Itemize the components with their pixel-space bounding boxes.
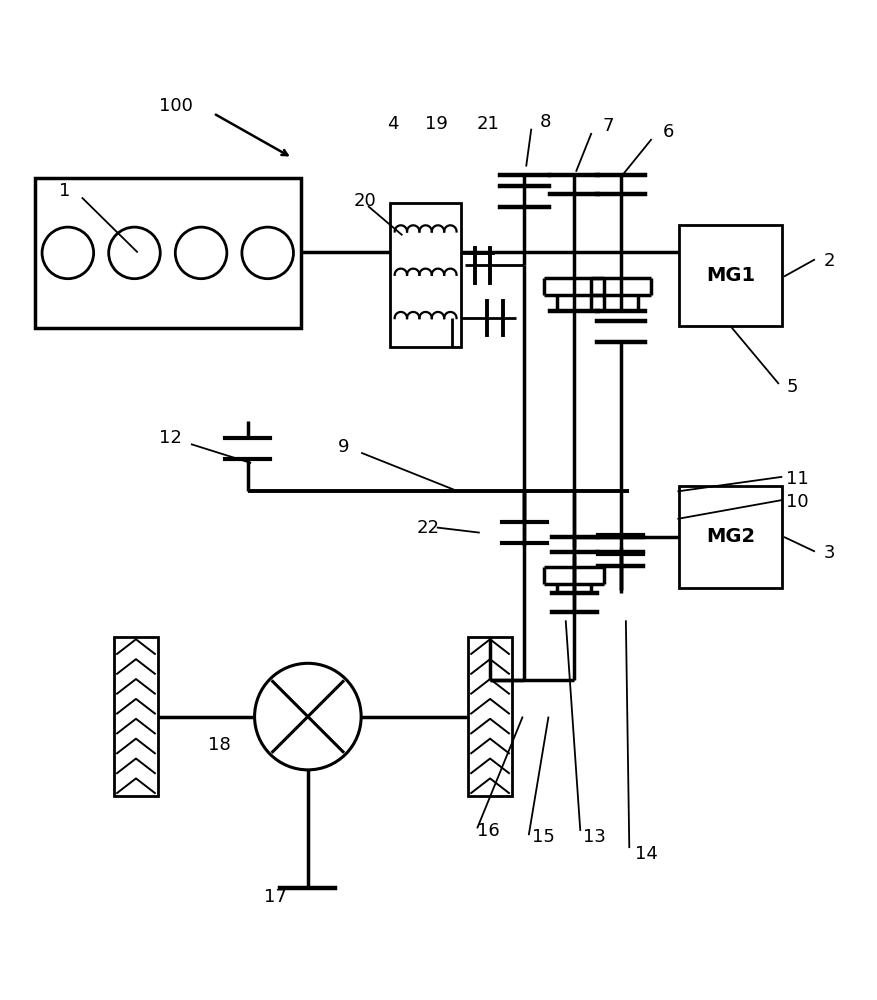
Text: 100: 100 xyxy=(160,97,193,115)
Text: 16: 16 xyxy=(477,822,500,840)
Text: 20: 20 xyxy=(354,192,377,210)
Text: 19: 19 xyxy=(425,115,448,133)
Text: 17: 17 xyxy=(264,888,287,906)
Text: 6: 6 xyxy=(663,123,674,141)
Text: 11: 11 xyxy=(787,470,809,488)
Text: 8: 8 xyxy=(540,113,552,131)
Text: 7: 7 xyxy=(602,117,615,135)
Text: MG1: MG1 xyxy=(706,266,755,285)
Text: 21: 21 xyxy=(477,115,500,133)
Bar xyxy=(679,486,782,588)
Text: 13: 13 xyxy=(583,828,606,846)
Text: 14: 14 xyxy=(635,845,658,863)
Text: 15: 15 xyxy=(532,828,555,846)
Text: 10: 10 xyxy=(787,493,809,511)
Text: 9: 9 xyxy=(339,438,350,456)
Text: MG2: MG2 xyxy=(706,527,755,546)
Text: 22: 22 xyxy=(417,519,439,537)
Text: 1: 1 xyxy=(59,182,70,200)
Text: 2: 2 xyxy=(824,252,835,270)
Bar xyxy=(34,178,301,328)
Bar xyxy=(390,203,460,347)
Bar xyxy=(679,225,782,326)
Text: 4: 4 xyxy=(388,115,399,133)
Text: 5: 5 xyxy=(787,378,798,396)
Bar xyxy=(467,637,512,796)
Bar xyxy=(114,637,159,796)
Text: 12: 12 xyxy=(159,429,182,447)
Text: 18: 18 xyxy=(208,736,231,754)
Text: 3: 3 xyxy=(824,544,835,562)
